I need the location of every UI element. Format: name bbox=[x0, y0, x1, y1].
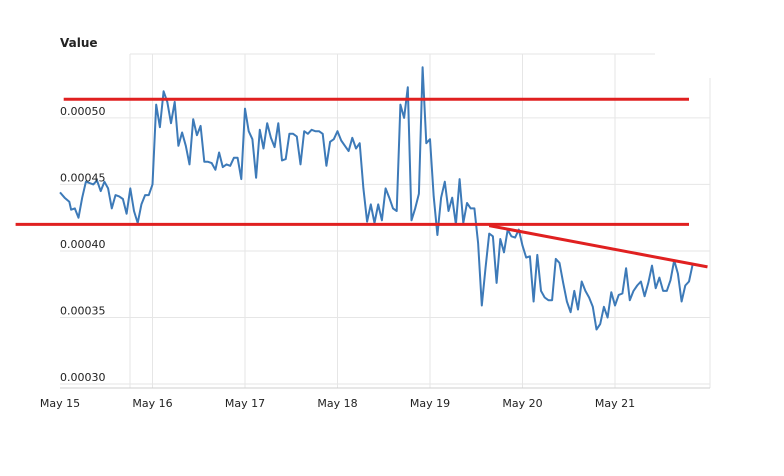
x-axis: May 15 May 16 May 17 May 18 May 19 May 20 May … bbox=[40, 387, 710, 410]
y-tick-label: 0.00045 bbox=[60, 171, 106, 184]
x-tick-label: May 15 bbox=[40, 397, 80, 410]
y-tick-label: 0.00040 bbox=[60, 238, 106, 251]
series-group bbox=[59, 66, 694, 331]
y-tick-label: 0.00035 bbox=[60, 304, 106, 317]
x-tick-label: May 18 bbox=[317, 397, 357, 410]
x-tick-label: May 19 bbox=[410, 397, 450, 410]
grid-lines bbox=[60, 53, 711, 388]
series-line bbox=[59, 66, 694, 331]
y-tick-label: 0.00050 bbox=[60, 105, 106, 118]
trend-lines bbox=[15, 97, 708, 269]
trend-line bbox=[488, 224, 708, 269]
x-tick-label: May 17 bbox=[225, 397, 265, 410]
x-tick-label: May 20 bbox=[502, 397, 542, 410]
y-axis-title: Value bbox=[60, 36, 98, 50]
y-axis: 0.00030 0.00035 0.00040 0.00045 0.00050 bbox=[60, 105, 106, 384]
x-tick-label: May 21 bbox=[595, 397, 635, 410]
x-tick-label: May 16 bbox=[132, 397, 172, 410]
y-tick-label: 0.00030 bbox=[60, 371, 106, 384]
